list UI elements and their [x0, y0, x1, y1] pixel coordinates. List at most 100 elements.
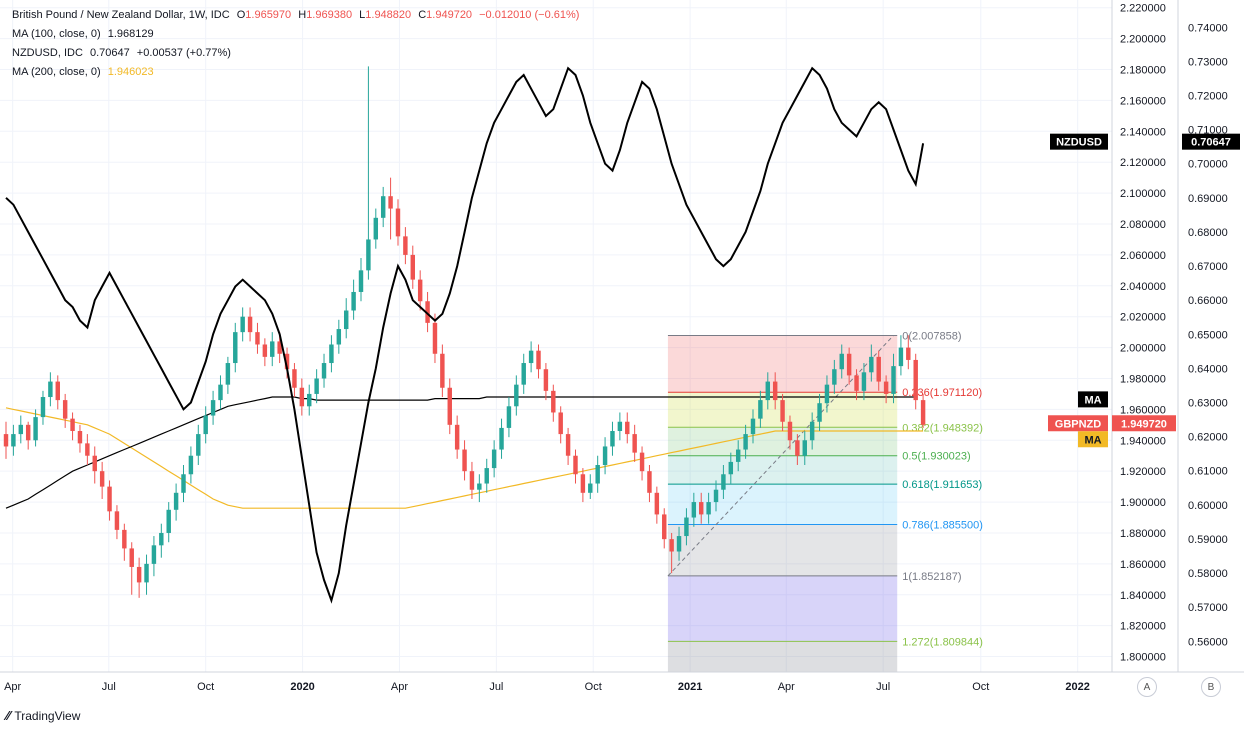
candle-body [654, 492, 660, 515]
right-axis-tick: 0.64000 [1188, 363, 1228, 375]
right-axis-tick: 0.61000 [1188, 466, 1228, 478]
candle-body [854, 375, 859, 391]
ma100-line [5, 396, 916, 509]
legend-nzdusd-value: 0.70647 [89, 47, 130, 59]
candle-body [625, 421, 630, 435]
right-axis-tick: 0.69000 [1188, 193, 1228, 205]
candle-body [528, 350, 534, 364]
legend-ma200-label: MA (200, close, 0) [12, 66, 101, 78]
candle-body [336, 329, 342, 345]
candle-body [469, 471, 475, 490]
candle-body [196, 434, 201, 456]
candle-body [247, 316, 253, 333]
candle-body [262, 344, 268, 357]
tradingview-logo[interactable]: ⁄⁄ TradingView [6, 708, 80, 723]
candle-body [691, 502, 697, 518]
candle-body [824, 384, 830, 404]
candle-body [277, 341, 282, 354]
candle-body [417, 279, 423, 302]
fib-label-0.786: 0.786(1.885500) [902, 519, 983, 531]
candle-body [891, 366, 896, 394]
candle-body [373, 217, 379, 240]
time-axis-tick: 2021 [678, 681, 702, 693]
right-axis-tick: 0.58000 [1188, 568, 1228, 580]
candle-body [728, 461, 734, 475]
candle-body [573, 455, 578, 475]
candle-body [639, 452, 645, 472]
candle-body [122, 529, 127, 549]
right-axis-tick: 0.70000 [1188, 159, 1228, 171]
candle-body [721, 474, 726, 490]
time-axis-tick: Apr [4, 681, 21, 693]
nzdusd-price-tag: 0.70647 [1191, 137, 1231, 149]
candle-body [299, 387, 305, 407]
candle-body [920, 400, 926, 425]
ma200-line [5, 407, 924, 509]
left-axis-tick: 2.120000 [1120, 157, 1166, 169]
candle-body [107, 486, 112, 512]
left-axis-tick: 2.020000 [1120, 312, 1166, 324]
left-axis-tick: 1.960000 [1120, 404, 1166, 416]
fib-label-1: 1(1.852187) [902, 571, 961, 583]
candle-body [846, 353, 852, 376]
candle-body [735, 449, 741, 462]
candle-body [85, 443, 90, 456]
right-axis-tick: 0.72000 [1188, 91, 1228, 103]
candle-body [617, 421, 623, 432]
right-axis-tick: 0.65000 [1188, 329, 1228, 341]
left-axis-tick: 1.940000 [1120, 435, 1166, 447]
candle-body [462, 449, 467, 472]
right-axis-tick: 0.62000 [1188, 432, 1228, 444]
candle-body [610, 431, 615, 447]
candle-body [77, 431, 83, 444]
fib-label-0: 0(2.007858) [902, 330, 961, 342]
candle-body [684, 517, 689, 537]
candle-body [440, 353, 445, 388]
left-axis-tick: 2.040000 [1120, 281, 1166, 293]
candle-body [40, 397, 46, 418]
gbpnzd-tag-bg [1048, 415, 1108, 432]
candle-body [270, 341, 275, 357]
candle-body [225, 363, 231, 385]
left-axis-tick: 2.180000 [1120, 65, 1166, 77]
candle-body [233, 332, 238, 364]
left-axis-tick: 2.220000 [1120, 3, 1166, 15]
candle-body [861, 372, 867, 391]
legend-ma100-row: MA (100, close, 0) 1.968129 [12, 25, 579, 44]
left-axis-tick: 2.080000 [1120, 219, 1166, 231]
candle-body [454, 424, 460, 450]
candle-body [795, 440, 800, 456]
fib-label-0.618: 0.618(1.911653) [902, 479, 982, 491]
candle-body [647, 471, 652, 493]
right-axis-tick: 0.60000 [1188, 500, 1228, 512]
candle-body [329, 344, 334, 364]
legend-l-label: L [359, 9, 366, 21]
left-axis-tick: 2.100000 [1120, 188, 1166, 200]
candle-body [11, 434, 16, 447]
candle-body [809, 421, 815, 441]
candle-body [25, 424, 31, 441]
candle-body [558, 412, 563, 435]
candle-body [314, 378, 319, 394]
left-axis-tick: 1.980000 [1120, 373, 1166, 385]
auto-scale-button[interactable]: A [1137, 677, 1157, 697]
candle-body [883, 381, 889, 394]
candle-body [3, 434, 9, 447]
candle-body [588, 483, 593, 493]
right-axis-tick: 0.57000 [1188, 602, 1228, 614]
candle-body [129, 548, 134, 567]
candle-body [669, 539, 674, 552]
candle-body [255, 332, 260, 345]
fib-zone-0.5 [667, 455, 898, 485]
candle-body [780, 400, 785, 422]
time-axis-tick: Oct [197, 681, 214, 693]
candle-body [743, 434, 748, 450]
ma200-tag: MA [1084, 434, 1101, 446]
candle-body [706, 502, 711, 515]
right-scale-button[interactable]: B [1201, 677, 1221, 697]
candle-body [210, 400, 216, 416]
time-axis-tick: Jul [876, 681, 890, 693]
candle-body [832, 369, 837, 385]
fib-zone-0 [667, 335, 898, 393]
